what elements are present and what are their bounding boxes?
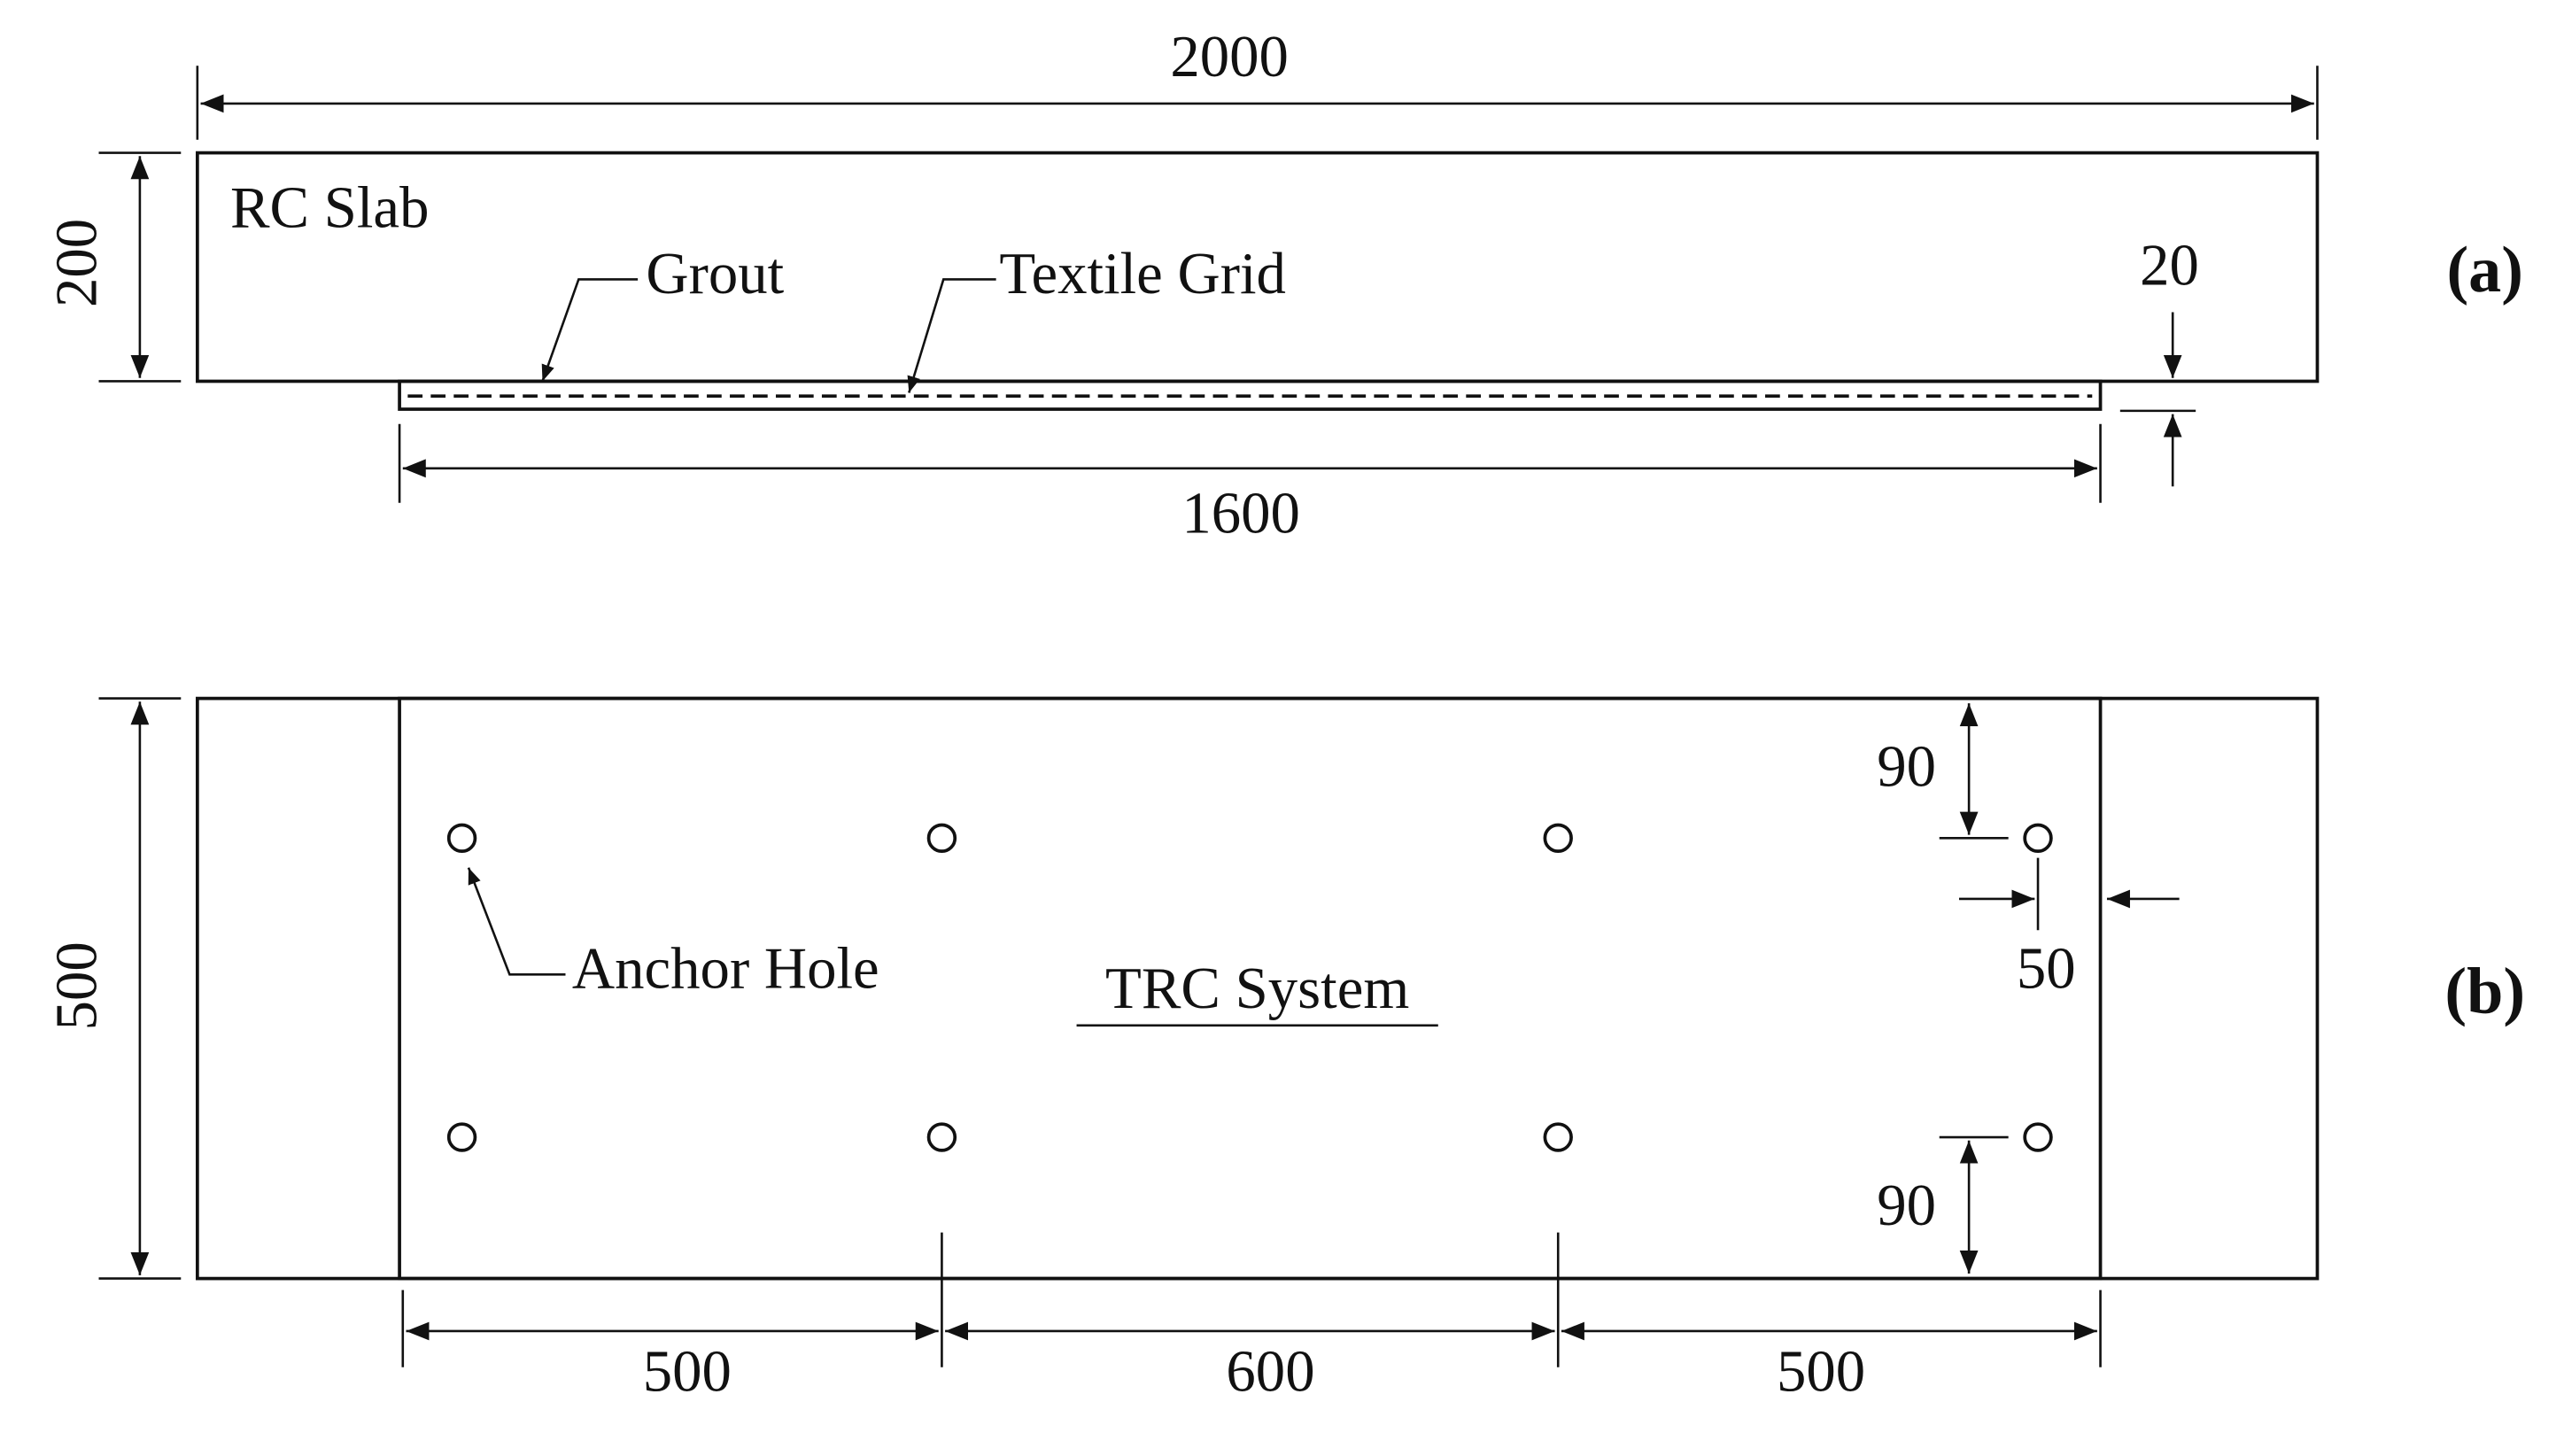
leader	[907, 278, 996, 393]
anchor-hole	[1543, 1122, 1573, 1152]
label: Anchor Hole	[572, 936, 879, 1002]
dimension: 90	[1877, 1173, 1936, 1238]
dimension: 1600	[1181, 481, 1300, 546]
leader	[541, 278, 639, 382]
dimension: 500	[1777, 1338, 1865, 1404]
panel-b: 500 Anchor Hole TRC System 90 50 90 500 …	[43, 696, 2525, 1404]
dimension: 600	[1226, 1338, 1314, 1404]
dimension: 50	[2017, 936, 2076, 1002]
dimension: 2000	[1170, 24, 1289, 89]
anchor-hole	[446, 1122, 477, 1152]
leader	[467, 867, 566, 976]
label: Grout	[646, 241, 784, 306]
anchor-hole	[2023, 1122, 2053, 1152]
dimension: 500	[43, 941, 109, 1030]
trc-system	[398, 696, 2103, 1281]
label: TRC System	[1105, 956, 1409, 1021]
anchor-hole	[926, 823, 957, 854]
panel-a: 2000 200 RC Slab Grout Textile Grid 20 1…	[43, 24, 2523, 546]
label: Textile Grid	[999, 241, 1286, 306]
anchor-holes	[446, 823, 2053, 1152]
overlay	[398, 379, 2103, 411]
dimension: 90	[1877, 733, 1936, 799]
dimension: 500	[643, 1338, 732, 1404]
label: RC Slab	[230, 175, 430, 241]
anchor-hole	[2023, 823, 2053, 854]
dimension: 20	[2140, 232, 2199, 298]
anchor-hole	[446, 823, 477, 854]
panel-label: (a)	[2446, 234, 2523, 306]
anchor-hole	[1543, 823, 1573, 854]
anchor-hole	[926, 1122, 957, 1152]
dimension: 200	[43, 219, 109, 307]
panel-label: (b)	[2444, 955, 2525, 1027]
